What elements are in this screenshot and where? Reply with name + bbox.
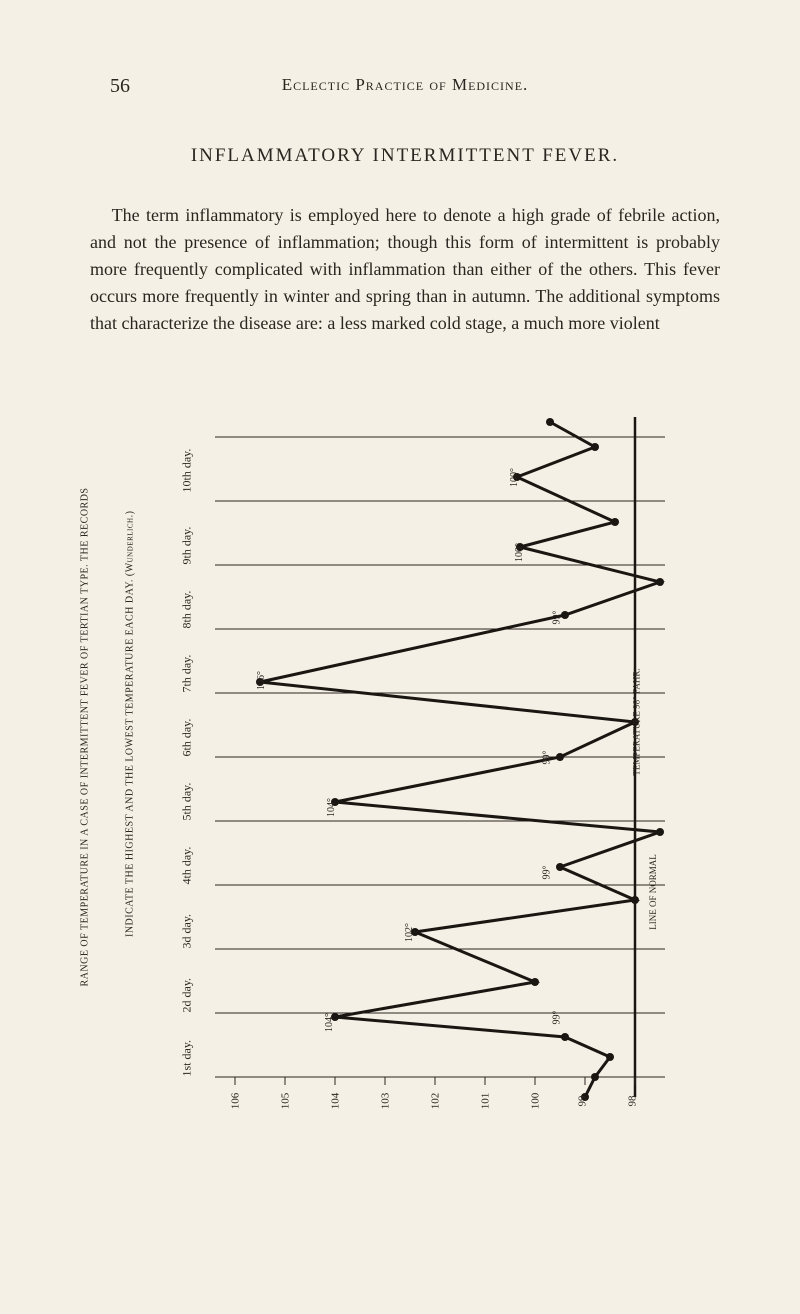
- body-paragraph: The term inflammatory is employed here t…: [90, 202, 720, 337]
- day-label: 9th day.: [180, 527, 195, 565]
- temperature-annotation: 99°: [552, 611, 563, 625]
- temperature-annotation: 99°: [542, 751, 553, 765]
- day-label: 7th day.: [180, 655, 195, 693]
- day-label: 4th day.: [180, 847, 195, 885]
- x-tick-label: 106: [229, 1093, 241, 1110]
- temperature-annotation: 100°: [509, 468, 520, 487]
- temperature-annotation: 102°: [404, 923, 415, 942]
- day-label: 6th day.: [180, 719, 195, 757]
- temperature-annotation: 99°: [542, 866, 553, 880]
- page-number: 56: [110, 75, 130, 98]
- day-label: 10th day.: [180, 449, 195, 493]
- temperature-annotation: 100°: [514, 543, 525, 562]
- x-tick-label: 99: [577, 1096, 589, 1107]
- day-label: 8th day.: [180, 591, 195, 629]
- day-label: 2d day.: [180, 978, 195, 1013]
- temperature-annotation: 104°: [326, 798, 337, 817]
- running-head: Eclectic Practice of Medicine.: [90, 75, 720, 95]
- x-tick-label: 101: [479, 1093, 491, 1110]
- day-label: 3d day.: [180, 914, 195, 949]
- x-tick-label: 105: [279, 1093, 291, 1110]
- x-tick-label: 98: [627, 1096, 639, 1107]
- chart-svg: [105, 357, 705, 1117]
- x-tick-label: 104: [329, 1093, 341, 1110]
- day-label: 5th day.: [180, 783, 195, 821]
- chart-y-axis-label: RANGE OF TEMPERATURE IN A CASE OF INTERM…: [80, 387, 91, 1087]
- baseline-label: TEMPERATURE 98° FAHR.: [631, 668, 641, 775]
- temperature-annotation: 104°: [324, 1013, 335, 1032]
- section-title: INFLAMMATORY INTERMITTENT FEVER.: [90, 145, 720, 167]
- x-tick-label: 103: [379, 1093, 391, 1110]
- chart-y-axis-sublabel: INDICATE THE HIGHEST AND THE LOWEST TEMP…: [125, 537, 136, 937]
- temperature-chart: RANGE OF TEMPERATURE IN A CASE OF INTERM…: [105, 357, 705, 1117]
- temperature-annotation: 106°: [256, 671, 267, 690]
- day-label: 1st day.: [180, 1040, 195, 1077]
- x-tick-label: 102: [429, 1093, 441, 1110]
- x-tick-label: 100: [529, 1093, 541, 1110]
- baseline-label: LINE OF NORMAL: [647, 854, 657, 930]
- temperature-annotation: 99°: [552, 1011, 563, 1025]
